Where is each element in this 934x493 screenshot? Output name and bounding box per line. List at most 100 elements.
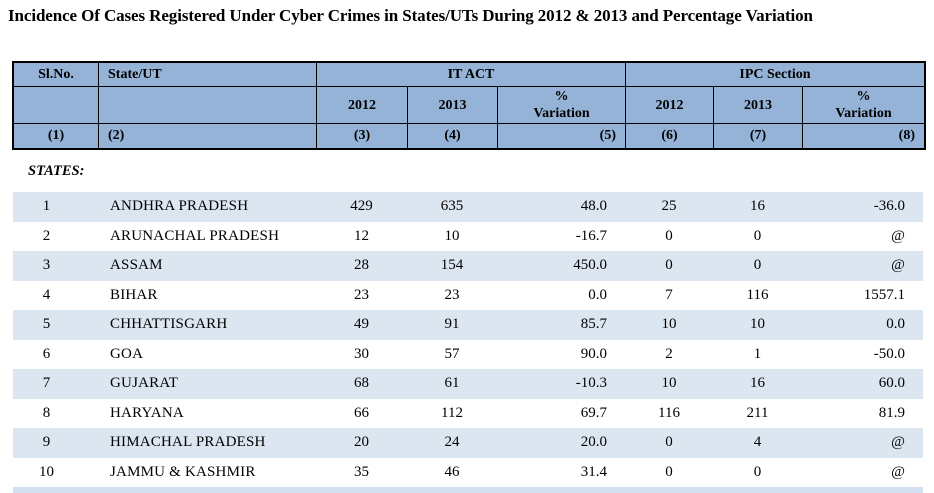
- cell-ipc-variation: @: [891, 463, 905, 480]
- table-row: 9 HIMACHAL PRADESH 20 24 20.0 0 4 @: [13, 428, 923, 458]
- cell-it-variation: 20.0: [580, 434, 607, 451]
- cell-it-2012: 30: [354, 345, 369, 362]
- cell-ipc-variation: -50.0: [873, 345, 905, 362]
- cell-it-2013: 112: [441, 404, 463, 421]
- cell-it-variation: 69.7: [580, 404, 607, 421]
- cell-it-2012: 429: [350, 198, 373, 215]
- table-row: 8 HARYANA 66 112 69.7 116 211 81.9: [13, 399, 923, 429]
- page-title: Incidence Of Cases Registered Under Cybe…: [8, 6, 813, 25]
- cell-slno: 4: [42, 286, 51, 303]
- cell-state: ANDHRA PRADESH: [110, 198, 249, 215]
- cell-state: ASSAM: [110, 257, 163, 274]
- section-label-states: STATES:: [28, 163, 85, 179]
- header-it-pct-variation: % Variation: [498, 87, 626, 124]
- cell-ipc-variation: 60.0: [878, 375, 905, 392]
- cell-ipc-2013: 10: [750, 316, 765, 333]
- header-num-1: (1): [14, 124, 99, 148]
- cell-it-variation: 0.0: [588, 286, 607, 303]
- table-row: 4 BIHAR 23 23 0.0 7 116 1557.1: [13, 281, 923, 311]
- cell-state: BIHAR: [110, 286, 158, 303]
- cell-slno: 5: [42, 316, 51, 333]
- cell-it-2013: 61: [444, 375, 460, 392]
- cell-state: ARUNACHAL PRADESH: [110, 227, 280, 244]
- header-num-6: (6): [626, 124, 714, 148]
- header-state-ut: State/UT: [99, 63, 317, 87]
- header-num-3: (3): [317, 124, 408, 148]
- cell-it-2013: 10: [444, 227, 460, 244]
- cell-state: HIMACHAL PRADESH: [110, 434, 266, 451]
- header-group-ipc-section: IPC Section: [626, 63, 924, 87]
- cell-state: JAMMU & KASHMIR: [110, 463, 256, 480]
- cell-ipc-2012: 116: [658, 404, 680, 421]
- cell-ipc-2013: 211: [746, 404, 769, 421]
- cell-ipc-variation: -36.0: [873, 198, 905, 215]
- cell-slno: 9: [42, 434, 51, 451]
- cell-ipc-2012: 7: [665, 286, 673, 303]
- cell-it-variation: -16.7: [575, 227, 607, 244]
- cell-it-variation: 85.7: [580, 316, 607, 333]
- cell-it-variation: 90.0: [580, 345, 607, 362]
- cell-state: CHHATTISGARH: [110, 316, 228, 333]
- header-ipc-2012: 2012: [626, 87, 714, 124]
- table-row: 6 GOA 30 57 90.0 2 1 -50.0: [13, 340, 923, 370]
- header-num-4: (4): [408, 124, 498, 148]
- partial-next-row-band: [13, 487, 923, 493]
- cell-ipc-2013: 0: [753, 257, 762, 274]
- table-row: 3 ASSAM 28 154 450.0 0 0 @: [13, 251, 923, 281]
- cell-ipc-variation: 0.0: [886, 316, 905, 333]
- cell-ipc-2013: 16: [750, 375, 765, 392]
- cell-it-2012: 68: [354, 375, 369, 392]
- table-header: Sl.No. State/UT IT ACT IPC Section 2012 …: [12, 61, 926, 150]
- cell-state: GUJARAT: [110, 375, 179, 392]
- header-empty-state: [99, 87, 317, 124]
- header-ipc-2013: 2013: [714, 87, 803, 124]
- header-num-7: (7): [714, 124, 803, 148]
- cell-ipc-2013: 0: [753, 227, 762, 244]
- cell-it-2012: 49: [354, 316, 369, 333]
- cell-it-2013: 635: [440, 198, 464, 215]
- cell-it-variation: -10.3: [575, 375, 607, 392]
- cell-ipc-variation: 81.9: [878, 404, 905, 421]
- cell-state: GOA: [110, 345, 144, 362]
- cell-ipc-2012: 2: [665, 345, 673, 362]
- cell-ipc-2013: 16: [750, 198, 765, 215]
- cell-ipc-variation: @: [891, 227, 905, 244]
- header-ipc-pct-variation: % Variation: [803, 87, 924, 124]
- cell-ipc-2012: 0: [665, 257, 673, 274]
- cell-ipc-2013: 0: [753, 463, 762, 480]
- cell-slno: 3: [42, 257, 51, 274]
- cell-it-2013: 57: [444, 345, 460, 362]
- table-row: 10 JAMMU & KASHMIR 35 46 31.4 0 0 @: [13, 458, 923, 488]
- cell-slno: 1: [42, 198, 51, 215]
- cell-it-2013: 23: [444, 286, 460, 303]
- cell-it-2013: 46: [444, 463, 460, 480]
- cell-slno: 7: [42, 375, 51, 392]
- table-row: 2 ARUNACHAL PRADESH 12 10 -16.7 0 0 @: [13, 222, 923, 252]
- cell-ipc-2013: 1: [753, 345, 762, 362]
- cell-slno: 6: [42, 345, 51, 362]
- cell-ipc-variation: @: [891, 434, 905, 451]
- cell-it-variation: 31.4: [580, 463, 607, 480]
- table-row: 7 GUJARAT 68 61 -10.3 10 16 60.0: [13, 369, 923, 399]
- header-num-8: (8): [898, 128, 915, 143]
- header-num-2: (2): [99, 124, 317, 148]
- cell-it-2012: 28: [354, 257, 369, 274]
- cell-ipc-variation: 1557.1: [863, 286, 905, 303]
- header-num-5: (5): [498, 124, 626, 148]
- cell-it-2013: 154: [440, 257, 464, 274]
- cell-it-variation: 48.0: [580, 198, 607, 215]
- cell-ipc-2013: 4: [753, 434, 762, 451]
- cell-it-2012: 20: [354, 434, 369, 451]
- cell-it-2012: 35: [354, 463, 369, 480]
- cell-ipc-2012: 10: [661, 375, 677, 392]
- cell-it-2012: 66: [354, 404, 369, 421]
- cell-ipc-variation: @: [891, 257, 905, 274]
- cell-it-variation: 450.0: [573, 257, 607, 274]
- header-number-row: (1) (2) (3) (4) (5) (6) (7) (8): [14, 124, 924, 148]
- table-row: 1 ANDHRA PRADESH 429 635 48.0 25 16 -36.…: [13, 192, 923, 222]
- header-it-2012: 2012: [317, 87, 408, 124]
- cell-it-2012: 12: [354, 227, 369, 244]
- cell-ipc-2012: 0: [665, 227, 673, 244]
- cell-ipc-2012: 10: [661, 316, 677, 333]
- cell-slno: 2: [42, 227, 51, 244]
